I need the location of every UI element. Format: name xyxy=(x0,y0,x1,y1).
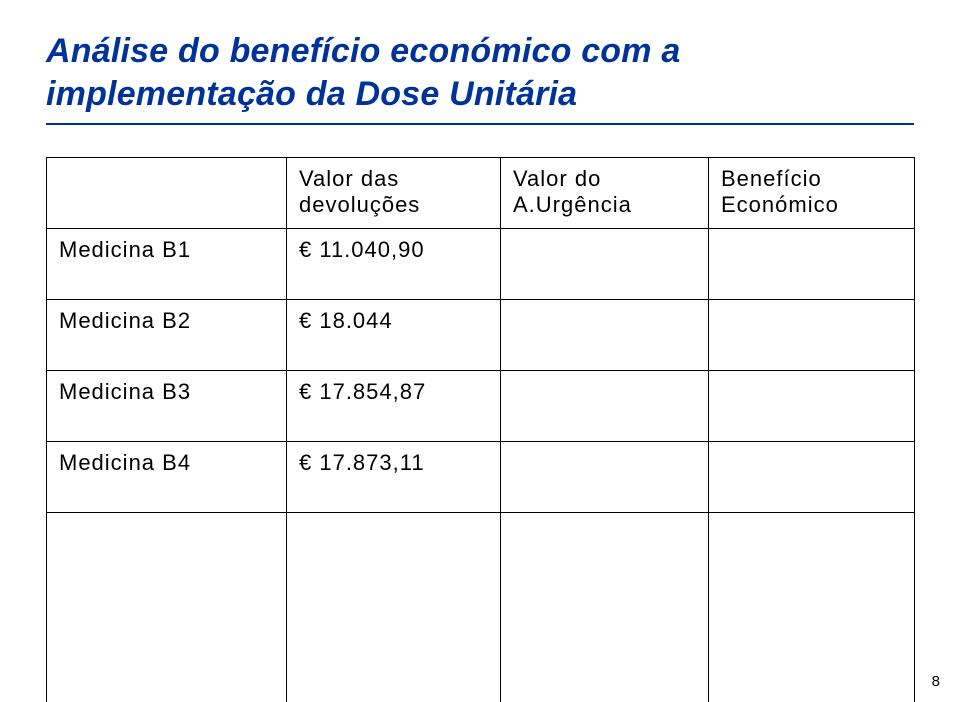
cell-urgencia xyxy=(501,229,709,300)
header-devolucoes: Valor das devoluções xyxy=(287,158,501,229)
empty-cell xyxy=(709,513,915,702)
row-label: Medicina B1 xyxy=(47,229,287,300)
header-blank xyxy=(47,158,287,229)
page-number: 8 xyxy=(932,673,940,690)
title-underline xyxy=(46,123,914,125)
row-label: Medicina B4 xyxy=(47,442,287,513)
cell-beneficio xyxy=(709,371,915,442)
title-line-2: implementação da Dose Unitária xyxy=(46,75,577,113)
cell-devolucoes: € 17.854,87 xyxy=(287,371,501,442)
table-empty-row xyxy=(47,513,915,702)
empty-cell xyxy=(501,513,709,702)
slide-title: Análise do benefício económico com a imp… xyxy=(46,30,914,115)
empty-cell xyxy=(47,513,287,702)
cell-beneficio xyxy=(709,442,915,513)
row-label: Medicina B2 xyxy=(47,300,287,371)
slide: Análise do benefício económico com a imp… xyxy=(0,0,960,702)
table-row: Medicina B2 € 18.044 xyxy=(47,300,915,371)
table-row: Medicina B4 € 17.873,11 xyxy=(47,442,915,513)
cell-beneficio xyxy=(709,229,915,300)
cell-urgencia xyxy=(501,442,709,513)
cell-devolucoes: € 11.040,90 xyxy=(287,229,501,300)
benefit-table: Valor das devoluções Valor do A.Urgência… xyxy=(46,157,915,702)
cell-beneficio xyxy=(709,300,915,371)
header-urgencia: Valor do A.Urgência xyxy=(501,158,709,229)
cell-urgencia xyxy=(501,371,709,442)
title-line-1: Análise do benefício económico com a xyxy=(46,32,680,70)
cell-urgencia xyxy=(501,300,709,371)
table-header-row: Valor das devoluções Valor do A.Urgência… xyxy=(47,158,915,229)
table-row: Medicina B3 € 17.854,87 xyxy=(47,371,915,442)
cell-devolucoes: € 17.873,11 xyxy=(287,442,501,513)
cell-devolucoes: € 18.044 xyxy=(287,300,501,371)
empty-cell xyxy=(287,513,501,702)
header-beneficio: Benefício Económico xyxy=(709,158,915,229)
row-label: Medicina B3 xyxy=(47,371,287,442)
table-row: Medicina B1 € 11.040,90 xyxy=(47,229,915,300)
